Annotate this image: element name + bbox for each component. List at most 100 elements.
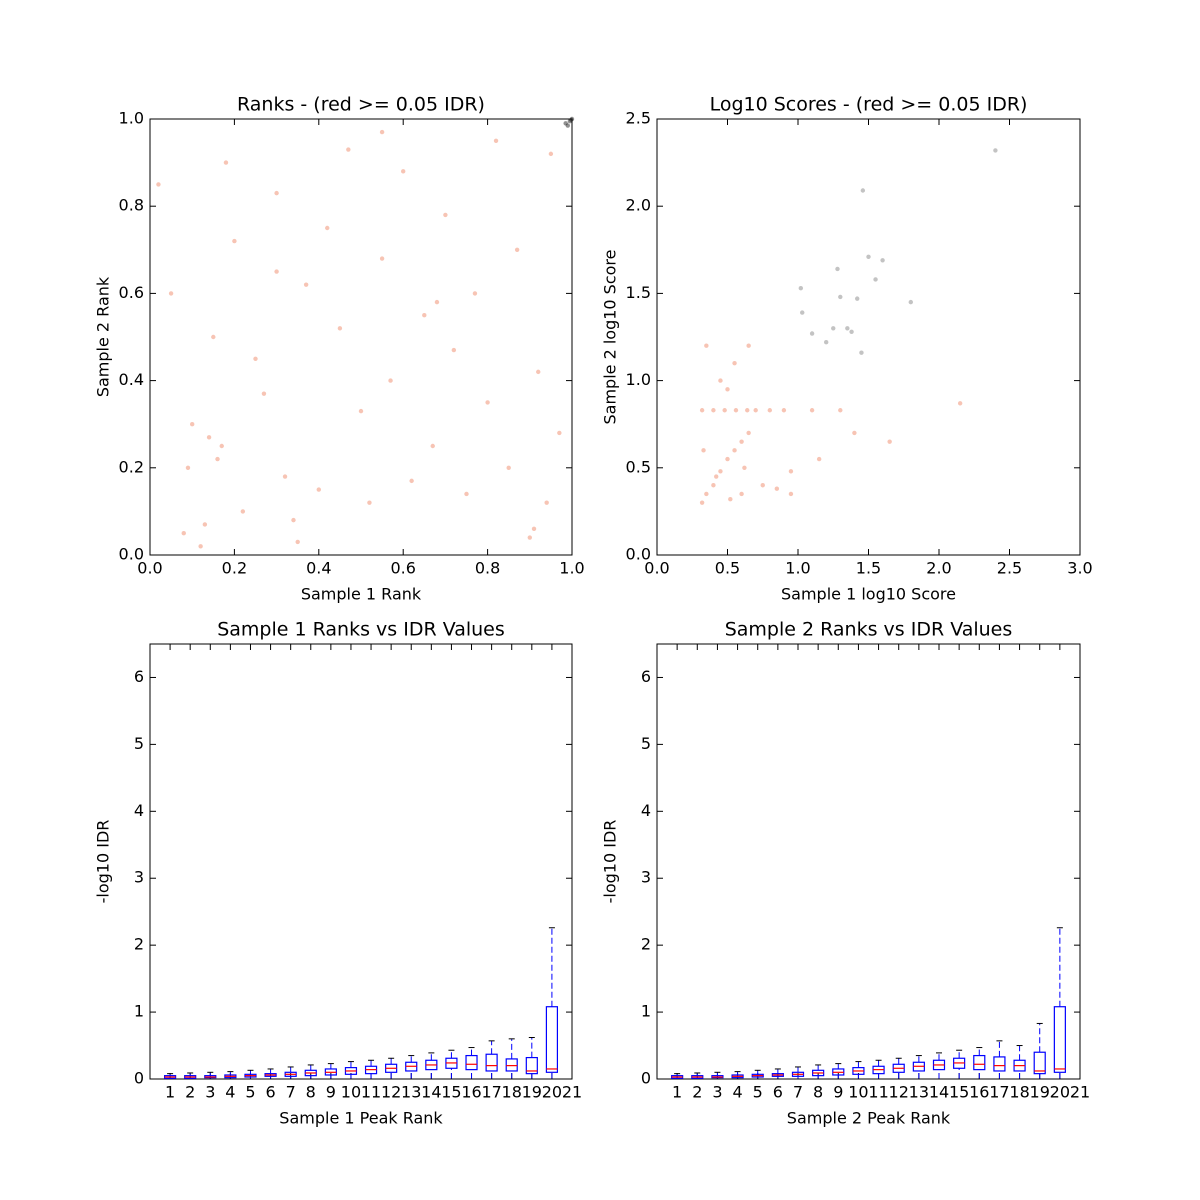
- point: [739, 491, 744, 497]
- x-tick-label: 14: [929, 1083, 949, 1102]
- point: [849, 329, 854, 334]
- box: [505, 1058, 518, 1072]
- point: [422, 313, 427, 318]
- point: [824, 340, 829, 345]
- y-tick-label: 6: [134, 667, 144, 686]
- point: [337, 326, 343, 331]
- x-tick-label: 2.5: [997, 559, 1022, 578]
- plot-area: [149, 643, 573, 1080]
- x-axis-label: Sample 1 log10 Score: [781, 585, 956, 604]
- point: [536, 369, 541, 375]
- x-tick-label: 0.4: [306, 559, 331, 578]
- x-tick-label: 0.5: [715, 559, 740, 578]
- y-tick-label: 1.0: [119, 109, 144, 128]
- point: [223, 160, 229, 165]
- point: [809, 331, 815, 336]
- y-tick-label: 1.0: [626, 370, 651, 389]
- y-tick-label: 2.5: [626, 109, 651, 128]
- point: [742, 465, 747, 470]
- point: [485, 400, 490, 405]
- point: [993, 148, 998, 153]
- point: [253, 356, 258, 361]
- x-tick-label: 12: [889, 1083, 909, 1102]
- x-tick-label: 17: [989, 1083, 1009, 1102]
- x-tick-label: 0.0: [137, 559, 162, 578]
- y-tick-label: 6: [641, 667, 651, 686]
- box: [993, 1056, 1006, 1072]
- point: [544, 500, 549, 505]
- point: [316, 487, 321, 492]
- x-tick-label: 18: [502, 1083, 522, 1102]
- point: [887, 439, 892, 444]
- point: [711, 408, 716, 413]
- y-tick-label: 0.8: [119, 196, 144, 215]
- x-tick-label: 1.5: [856, 559, 881, 578]
- y-tick-label: 0.6: [119, 283, 144, 302]
- point: [957, 401, 963, 406]
- point: [746, 343, 751, 348]
- point: [845, 326, 850, 331]
- x-tick-label: 3: [712, 1083, 722, 1102]
- x-axis-label: Sample 2 Peak Rank: [787, 1109, 951, 1128]
- y-tick-label: 3: [134, 868, 144, 887]
- point: [181, 531, 186, 536]
- point: [548, 151, 554, 157]
- box: [973, 1054, 986, 1071]
- point: [367, 500, 372, 505]
- x-tick-label: 19: [522, 1083, 542, 1102]
- point: [430, 443, 435, 449]
- point: [711, 483, 716, 488]
- x-tick-label: 0.6: [390, 559, 415, 578]
- y-tick-label: 0.0: [626, 545, 651, 564]
- point: [472, 291, 478, 296]
- point: [816, 456, 822, 462]
- point: [860, 188, 866, 193]
- y-tick-label: 0.2: [119, 457, 144, 476]
- x-tick-label: 16: [461, 1083, 481, 1102]
- point: [774, 486, 780, 491]
- box: [525, 1056, 538, 1075]
- point: [464, 491, 469, 497]
- point: [303, 282, 309, 287]
- point: [325, 225, 330, 231]
- x-tick-label: 14: [421, 1083, 441, 1102]
- point: [569, 116, 575, 122]
- x-tick-label: 0.2: [222, 559, 247, 578]
- point: [880, 258, 885, 263]
- y-tick-label: 2: [134, 935, 144, 954]
- point: [725, 387, 730, 392]
- x-tick-label: 3: [205, 1083, 215, 1102]
- point: [908, 299, 913, 305]
- point: [190, 422, 195, 427]
- point: [732, 448, 737, 453]
- point: [434, 299, 440, 305]
- point: [215, 456, 220, 462]
- point: [831, 326, 836, 331]
- plot-area: [656, 643, 1081, 1080]
- point: [232, 238, 237, 244]
- y-tick-label: 0.0: [119, 545, 144, 564]
- point: [219, 443, 224, 449]
- point: [451, 347, 457, 353]
- point: [704, 491, 709, 497]
- point: [800, 310, 805, 315]
- x-tick-label: 1.0: [785, 559, 810, 578]
- plot-area: [149, 118, 573, 556]
- point: [760, 483, 765, 488]
- x-tick-label: 5: [753, 1083, 763, 1102]
- point: [745, 408, 750, 413]
- point: [282, 474, 288, 479]
- y-tick-label: 5: [641, 734, 651, 753]
- y-tick-label: 1.5: [626, 283, 651, 302]
- chart-title: Log10 Scores - (red >= 0.05 IDR): [710, 94, 1028, 116]
- point: [295, 539, 300, 545]
- x-tick-label: 15: [441, 1083, 461, 1102]
- y-tick-label: 5: [134, 734, 144, 753]
- point: [788, 469, 794, 474]
- y-tick-label: 4: [134, 801, 144, 820]
- point: [739, 439, 744, 444]
- point: [379, 129, 385, 135]
- chart-title: Sample 2 Ranks vs IDR Values: [725, 619, 1013, 641]
- point: [346, 147, 351, 152]
